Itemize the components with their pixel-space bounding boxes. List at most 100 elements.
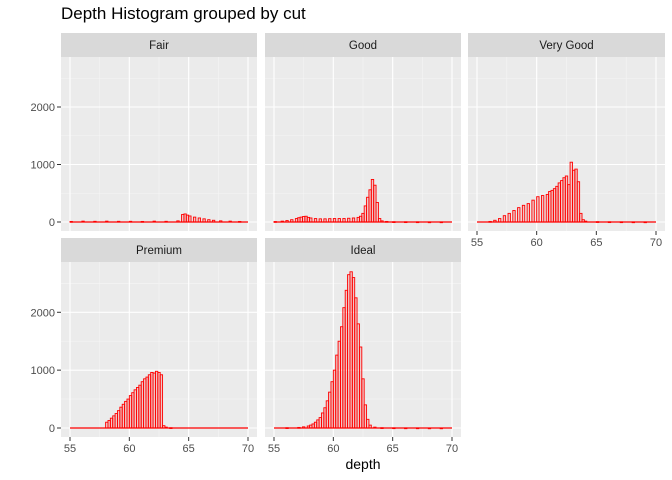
histogram-bar: [211, 219, 216, 223]
x-tick-label: 70: [242, 443, 254, 455]
histogram-bar: [631, 221, 635, 224]
histogram-bar: [328, 218, 332, 223]
histogram-bar: [521, 204, 526, 223]
histogram-bar: [192, 216, 197, 223]
histogram-bar: [526, 203, 530, 223]
histogram-bar: [579, 212, 583, 223]
histogram-bar: [643, 221, 647, 224]
histogram-bar: [342, 218, 346, 223]
histogram-bar: [361, 378, 365, 429]
y-tick-label: 0: [49, 423, 55, 435]
histogram-bar: [81, 220, 85, 223]
histogram-bar: [228, 220, 232, 223]
x-tick-label: 65: [590, 237, 602, 249]
histogram-bar: [536, 196, 540, 223]
histogram-bar: [159, 374, 164, 429]
histogram-bar: [332, 218, 337, 223]
facet-strip-fair: [61, 33, 257, 57]
histogram-bar: [607, 221, 612, 224]
facet-strip-premium: [61, 238, 257, 262]
histogram-bar: [347, 217, 351, 223]
histogram-bar: [385, 220, 389, 223]
histogram-bar: [583, 220, 588, 223]
histogram-bar: [427, 221, 432, 224]
x-tick-label: 60: [327, 443, 339, 455]
histogram-bar: [93, 220, 97, 223]
facet-strip-good: [265, 33, 461, 57]
histogram-bar: [373, 426, 377, 429]
histogram-bar: [302, 426, 306, 429]
histogram-bar: [290, 219, 294, 223]
histogram-bar: [502, 215, 507, 223]
histogram-bar: [309, 217, 313, 223]
x-tick-label: 55: [268, 443, 280, 455]
histogram-bar: [493, 219, 497, 223]
histogram-bar: [531, 199, 535, 223]
facet-label-very-good: Very Good: [539, 40, 593, 52]
histogram-bar: [323, 218, 327, 223]
facet-label-good: Good: [349, 40, 377, 52]
histogram-bar: [197, 217, 201, 223]
histogram-bar: [164, 426, 168, 429]
facet-label-fair: Fair: [149, 40, 169, 52]
histogram-bar: [297, 426, 301, 429]
histogram-bar: [415, 427, 420, 430]
histogram-bar: [285, 427, 289, 429]
histogram-bar: [380, 427, 384, 429]
x-tick-label: 65: [387, 443, 399, 455]
histogram-bar: [202, 218, 206, 223]
chart-title: Depth Histogram grouped by cut: [61, 4, 306, 23]
histogram-bar: [488, 220, 492, 223]
histogram-bar: [439, 427, 443, 430]
histogram-bar: [392, 221, 396, 223]
histogram-bar: [576, 181, 581, 223]
y-tick-label: 2000: [31, 102, 55, 114]
y-tick-label: 0: [49, 217, 55, 229]
histogram-bar: [238, 220, 242, 223]
histogram-bar: [117, 220, 121, 223]
histogram-bar: [313, 218, 318, 223]
histogram-bar: [512, 210, 516, 223]
x-tick-label: 70: [650, 237, 662, 249]
histogram-bar: [439, 221, 443, 224]
x-tick-label: 65: [183, 443, 195, 455]
histogram-bar: [140, 220, 145, 223]
histogram-bar: [273, 221, 277, 223]
histogram-bar: [507, 212, 511, 223]
histogram-bar: [404, 427, 408, 430]
histogram-bar: [351, 217, 356, 223]
histogram-bar: [363, 404, 368, 429]
histogram-bar: [337, 218, 341, 223]
x-tick-label: 60: [531, 237, 543, 249]
histogram-bar: [619, 221, 624, 224]
histogram-bar: [188, 215, 192, 223]
histogram-bar: [105, 220, 109, 223]
histogram-bar: [517, 207, 521, 223]
histogram-bar: [280, 220, 284, 223]
y-tick-label: 1000: [31, 365, 55, 377]
facet-label-premium: Premium: [136, 245, 182, 257]
histogram-bar: [285, 220, 289, 223]
histogram-bar: [595, 221, 600, 223]
histogram-bar: [380, 220, 384, 223]
x-tick-label: 55: [64, 443, 76, 455]
histogram-bar: [427, 427, 432, 430]
histogram-bar: [318, 218, 322, 223]
histogram-bar: [366, 418, 370, 429]
facet-strip-very-good: [468, 33, 665, 57]
histogram-bar: [415, 221, 420, 224]
x-tick-label: 70: [446, 443, 458, 455]
y-tick-label: 1000: [31, 160, 55, 172]
histogram-bar: [176, 220, 180, 223]
histogram-bar: [368, 424, 372, 429]
histogram-bar: [207, 219, 211, 223]
histogram-bar: [392, 427, 396, 430]
histogram-bar: [128, 220, 133, 223]
facet-label-ideal: Ideal: [351, 245, 376, 257]
histogram-bar: [498, 218, 502, 223]
x-tick-label: 55: [471, 237, 483, 249]
histogram-bar: [404, 221, 408, 224]
histogram-bar: [169, 427, 173, 429]
histogram-bar: [540, 195, 545, 223]
